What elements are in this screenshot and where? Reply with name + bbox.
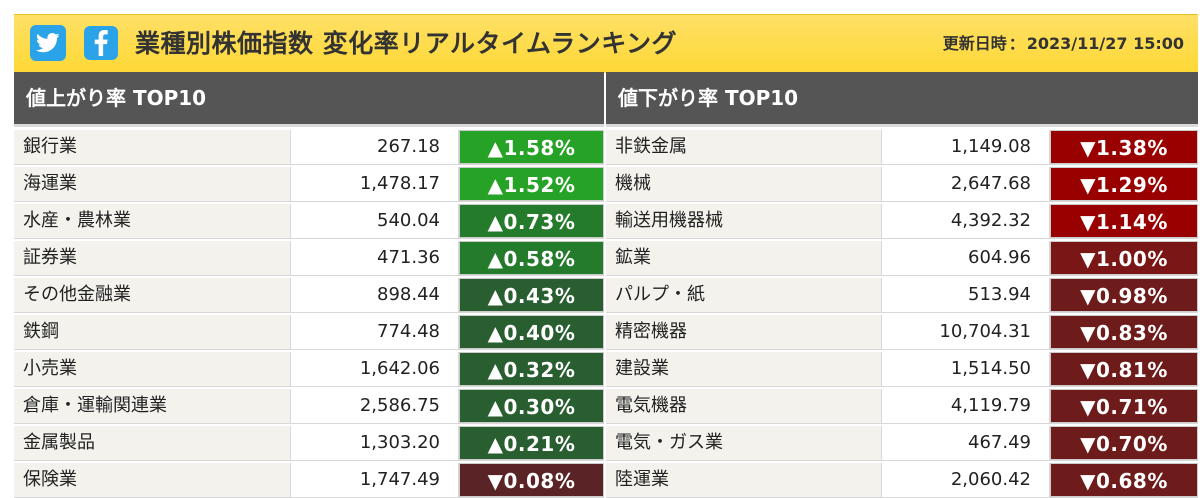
losers-heading: 値下がり率 TOP10 xyxy=(606,72,1198,127)
sector-name[interactable]: 非鉄金属 xyxy=(606,130,882,164)
index-value: 2,060.42 xyxy=(882,463,1050,497)
index-value: 267.18 xyxy=(291,130,459,164)
change-rate-badge: ▼0.81% xyxy=(1050,352,1198,386)
change-rate-badge: ▼1.29% xyxy=(1050,167,1198,201)
losers-list: 非鉄金属 1,149.08 ▼1.38% 機械 2,647.68 ▼1.29% 輸送用機器械… xyxy=(606,130,1198,498)
index-value: 10,704.31 xyxy=(882,315,1050,349)
change-rate-badge: ▼1.00% xyxy=(1050,241,1198,275)
index-value: 540.04 xyxy=(291,204,459,238)
table-row[interactable]: その他金融業 898.44 ▲0.43% xyxy=(14,278,604,313)
change-rate-badge: ▲1.58% xyxy=(459,130,604,164)
table-row[interactable]: 鉱業 604.96 ▼1.00% xyxy=(606,241,1198,276)
index-value: 1,303.20 xyxy=(291,426,459,460)
index-value: 1,642.06 xyxy=(291,352,459,386)
sector-name[interactable]: 電気・ガス業 xyxy=(606,426,882,460)
table-row[interactable]: 金属製品 1,303.20 ▲0.21% xyxy=(14,426,604,461)
change-rate-badge: ▼0.98% xyxy=(1050,278,1198,312)
ranking-widget: 業種別株価指数 変化率リアルタイムランキング 更新日時： 2023/11/27 1… xyxy=(14,14,1198,498)
table-row[interactable]: パルプ・紙 513.94 ▼0.98% xyxy=(606,278,1198,313)
table-row[interactable]: 陸運業 2,060.42 ▼0.68% xyxy=(606,463,1198,498)
sector-name[interactable]: 海運業 xyxy=(14,167,291,201)
facebook-icon xyxy=(94,30,108,56)
updated-label: 更新日時 xyxy=(942,34,1007,53)
gainers-panel: 値上がり率 TOP10 銀行業 267.18 ▲1.58% 海運業 1,478.17 ▲1… xyxy=(14,72,604,498)
sector-name[interactable]: 建設業 xyxy=(606,352,882,386)
twitter-share-button[interactable] xyxy=(30,25,66,61)
index-value: 467.49 xyxy=(882,426,1050,460)
index-value: 1,514.50 xyxy=(882,352,1050,386)
table-row[interactable]: 証券業 471.36 ▲0.58% xyxy=(14,241,604,276)
change-rate-badge: ▲0.58% xyxy=(459,241,604,275)
index-value: 898.44 xyxy=(291,278,459,312)
sector-name[interactable]: 水産・農林業 xyxy=(14,204,291,238)
updated-timestamp: 更新日時： 2023/11/27 15:00 xyxy=(943,15,1184,73)
change-rate-badge: ▼1.14% xyxy=(1050,204,1198,238)
change-rate-badge: ▲0.21% xyxy=(459,426,604,460)
gainers-heading: 値上がり率 TOP10 xyxy=(14,72,604,127)
index-value: 1,747.49 xyxy=(291,463,459,497)
index-value: 1,149.08 xyxy=(882,130,1050,164)
table-row[interactable]: 電気機器 4,119.79 ▼0.71% xyxy=(606,389,1198,424)
table-row[interactable]: 非鉄金属 1,149.08 ▼1.38% xyxy=(606,130,1198,165)
table-row[interactable]: 水産・農林業 540.04 ▲0.73% xyxy=(14,204,604,239)
change-rate-badge: ▲0.40% xyxy=(459,315,604,349)
sector-name[interactable]: 鉄鋼 xyxy=(14,315,291,349)
change-rate-badge: ▲0.32% xyxy=(459,352,604,386)
table-row[interactable]: 機械 2,647.68 ▼1.29% xyxy=(606,167,1198,202)
change-rate-badge: ▲0.73% xyxy=(459,204,604,238)
twitter-icon xyxy=(36,33,60,53)
sector-name[interactable]: 電気機器 xyxy=(606,389,882,423)
table-row[interactable]: 銀行業 267.18 ▲1.58% xyxy=(14,130,604,165)
table-row[interactable]: 保険業 1,747.49 ▼0.08% xyxy=(14,463,604,498)
index-value: 774.48 xyxy=(291,315,459,349)
change-rate-badge: ▲1.52% xyxy=(459,167,604,201)
losers-panel: 値下がり率 TOP10 非鉄金属 1,149.08 ▼1.38% 機械 2,647.68… xyxy=(606,72,1198,498)
updated-value: 2023/11/27 15:00 xyxy=(1026,34,1184,53)
index-value: 513.94 xyxy=(882,278,1050,312)
table-row[interactable]: 倉庫・運輸関連業 2,586.75 ▲0.30% xyxy=(14,389,604,424)
change-rate-badge: ▲0.30% xyxy=(459,389,604,423)
table-row[interactable]: 電気・ガス業 467.49 ▼0.70% xyxy=(606,426,1198,461)
sector-name[interactable]: 機械 xyxy=(606,167,882,201)
change-rate-badge: ▲0.43% xyxy=(459,278,604,312)
index-value: 4,119.79 xyxy=(882,389,1050,423)
index-value: 2,586.75 xyxy=(291,389,459,423)
index-value: 1,478.17 xyxy=(291,167,459,201)
change-rate-badge: ▼1.38% xyxy=(1050,130,1198,164)
sector-name[interactable]: 小売業 xyxy=(14,352,291,386)
sector-name[interactable]: 保険業 xyxy=(14,463,291,497)
table-row[interactable]: 輸送用機器械 4,392.32 ▼1.14% xyxy=(606,204,1198,239)
table-row[interactable]: 鉄鋼 774.48 ▲0.40% xyxy=(14,315,604,350)
change-rate-badge: ▼0.83% xyxy=(1050,315,1198,349)
sector-name[interactable]: 鉱業 xyxy=(606,241,882,275)
sector-name[interactable]: 銀行業 xyxy=(14,130,291,164)
sector-name[interactable]: 倉庫・運輸関連業 xyxy=(14,389,291,423)
index-value: 4,392.32 xyxy=(882,204,1050,238)
sector-name[interactable]: 輸送用機器械 xyxy=(606,204,882,238)
updated-separator: ： xyxy=(1008,34,1025,53)
header-bar: 業種別株価指数 変化率リアルタイムランキング 更新日時： 2023/11/27 1… xyxy=(14,14,1198,73)
change-rate-badge: ▼0.71% xyxy=(1050,389,1198,423)
table-row[interactable]: 小売業 1,642.06 ▲0.32% xyxy=(14,352,604,387)
sector-name[interactable]: 精密機器 xyxy=(606,315,882,349)
table-row[interactable]: 海運業 1,478.17 ▲1.52% xyxy=(14,167,604,202)
sector-name[interactable]: その他金融業 xyxy=(14,278,291,312)
table-row[interactable]: 建設業 1,514.50 ▼0.81% xyxy=(606,352,1198,387)
index-value: 604.96 xyxy=(882,241,1050,275)
change-rate-badge: ▼0.70% xyxy=(1050,426,1198,460)
sector-name[interactable]: 陸運業 xyxy=(606,463,882,497)
change-rate-badge: ▼0.68% xyxy=(1050,463,1198,497)
gainers-list: 銀行業 267.18 ▲1.58% 海運業 1,478.17 ▲1.52% 水産・農林業 54… xyxy=(14,130,604,498)
sector-name[interactable]: 証券業 xyxy=(14,241,291,275)
sector-name[interactable]: 金属製品 xyxy=(14,426,291,460)
index-value: 471.36 xyxy=(291,241,459,275)
page-title: 業種別株価指数 変化率リアルタイムランキング xyxy=(135,29,677,58)
table-row[interactable]: 精密機器 10,704.31 ▼0.83% xyxy=(606,315,1198,350)
change-rate-badge: ▼0.08% xyxy=(459,463,604,497)
sector-name[interactable]: パルプ・紙 xyxy=(606,278,882,312)
index-value: 2,647.68 xyxy=(882,167,1050,201)
facebook-share-button[interactable] xyxy=(84,26,118,60)
